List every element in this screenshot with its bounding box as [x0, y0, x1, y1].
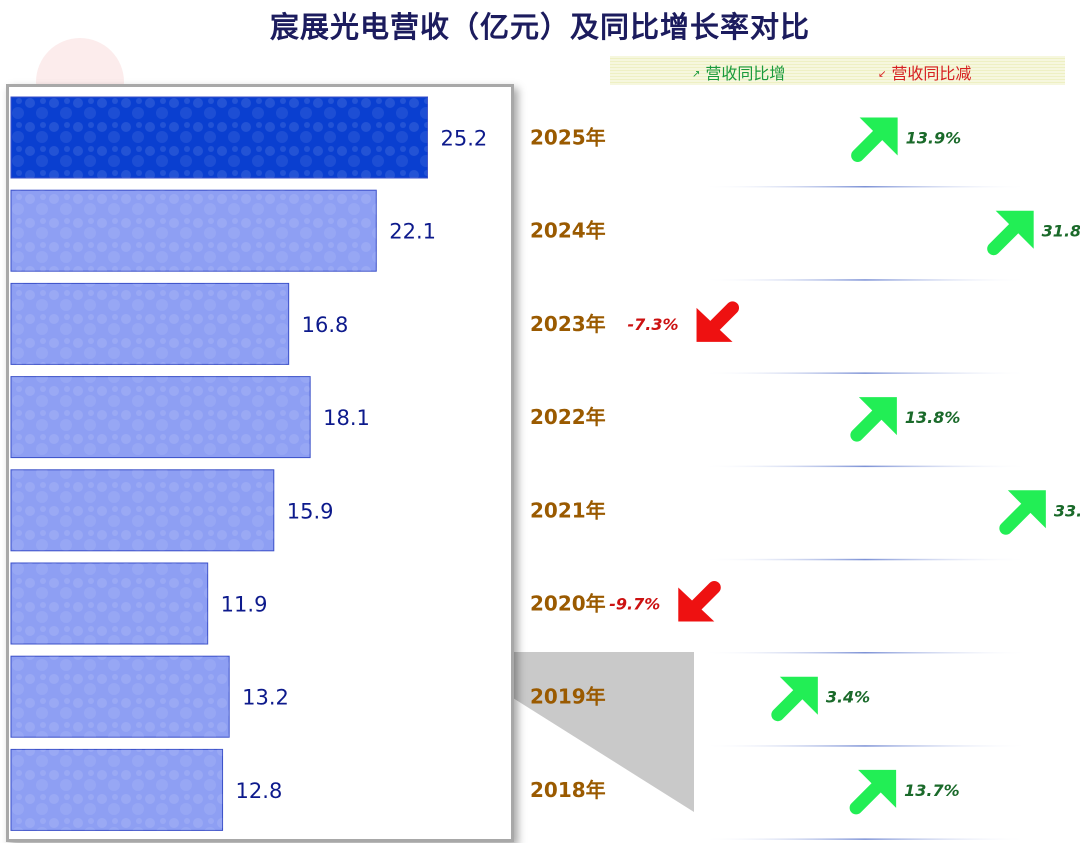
legend-down-arrow-icon: ↙: [878, 69, 887, 80]
growth-label: 13.8%: [905, 408, 961, 427]
row-divider: [700, 558, 1030, 561]
growth-label: 3.4%: [826, 688, 870, 707]
bar-texture: [11, 749, 223, 831]
bar-texture: [11, 469, 274, 551]
increase-arrow-icon: [851, 117, 898, 162]
row-divider: [700, 186, 1030, 188]
growth-label: 13.7%: [904, 781, 960, 800]
row-divider: [700, 372, 1030, 374]
bar-value-label: 11.9: [221, 593, 268, 617]
row-divider: [700, 745, 1030, 747]
arrow-head: [995, 210, 1034, 249]
row-divider: [700, 838, 1030, 840]
bar-value-label: 25.2: [441, 127, 488, 151]
bar-value-label: 15.9: [287, 499, 334, 523]
increase-arrow-icon: [849, 769, 897, 815]
arrow-head: [1007, 490, 1046, 529]
row-divider: [700, 465, 1030, 468]
year-label: 2018年: [530, 778, 606, 802]
decrease-arrow-icon: [696, 301, 740, 342]
bar-value-label: 22.1: [389, 220, 436, 244]
bar-texture: [11, 376, 311, 458]
year-label: 2023年: [530, 312, 606, 336]
increase-arrow-icon: [850, 397, 897, 442]
arrow-head: [858, 397, 897, 436]
growth-label: 33.4%: [1054, 501, 1080, 520]
year-label: 2020年: [530, 592, 606, 616]
year-label: 2021年: [530, 498, 606, 522]
legend-item-decrease: ↙ 营收同比减: [878, 60, 971, 84]
year-label: 2022年: [530, 405, 606, 429]
increase-arrow-icon: [987, 210, 1034, 256]
year-label: 2025年: [530, 126, 606, 150]
row-divider: [700, 279, 1030, 281]
legend-item-increase: ↗ 营收同比增: [692, 60, 785, 84]
legend-up-arrow-icon: ↗: [692, 69, 701, 80]
legend-label-decrease: 营收同比减: [891, 64, 972, 83]
chart-title: 宸展光电营收（亿元）及同比增长率对比: [269, 10, 810, 44]
growth-label: 13.9%: [906, 129, 962, 148]
bar-value-label: 13.2: [242, 686, 289, 710]
legend: ↗ 营收同比增 ↙ 营收同比减: [610, 56, 1065, 85]
arrow-head: [858, 769, 897, 808]
bar-texture: [11, 97, 428, 178]
bar-texture: [11, 190, 377, 272]
legend-label-increase: 营收同比增: [705, 64, 786, 83]
increase-arrow-icon: [999, 490, 1046, 535]
arrow-head: [696, 307, 733, 342]
bar-texture: [11, 563, 208, 644]
year-label: 2024年: [530, 219, 606, 243]
growth-label: 31.8%: [1042, 222, 1080, 241]
bar-value-label: 18.1: [323, 406, 370, 430]
year-label: 2019年: [530, 685, 606, 709]
row-divider: [700, 652, 1030, 654]
bar-texture: [11, 656, 230, 738]
bar-texture: [11, 283, 289, 365]
arrow-head: [678, 587, 715, 622]
arrow-head: [859, 117, 898, 156]
growth-label: -9.7%: [609, 595, 660, 614]
arrow-head: [779, 676, 818, 715]
bar-value-label: 16.8: [302, 313, 349, 337]
increase-arrow-icon: [771, 676, 818, 722]
bar-value-label: 12.8: [236, 779, 283, 803]
growth-label: -7.3%: [628, 315, 679, 334]
decrease-arrow-icon: [678, 581, 721, 622]
